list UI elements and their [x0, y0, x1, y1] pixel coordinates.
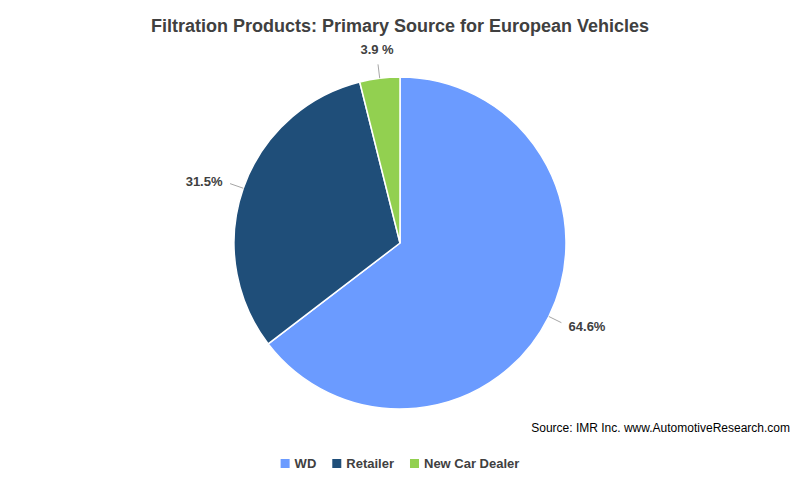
- slice: [360, 77, 400, 243]
- data-label: 64.6%: [569, 319, 606, 334]
- pie: [234, 77, 566, 409]
- data-label: 3.9 %: [360, 42, 394, 57]
- leader-line: [549, 316, 562, 322]
- chart: Filtration Products: Primary Source for …: [0, 0, 800, 484]
- data-labels: 64.6% 31.5% 3.9 %: [186, 42, 606, 334]
- legend-item: WD: [281, 456, 317, 471]
- legend-swatch: [410, 459, 419, 468]
- title: Filtration Products: Primary Source for …: [151, 16, 649, 36]
- legend-label: New Car Dealer: [424, 456, 519, 471]
- legend-label: WD: [295, 456, 317, 471]
- legend-item: Retailer: [332, 456, 394, 471]
- source-note: Source: IMR Inc. www.AutomotiveResearch.…: [531, 421, 790, 435]
- leader-line: [378, 64, 380, 78]
- legend-item: New Car Dealer: [410, 456, 519, 471]
- legend-swatch: [332, 459, 341, 468]
- data-label: 31.5%: [186, 174, 223, 189]
- leader-line: [230, 184, 243, 189]
- legend-swatch: [281, 459, 290, 468]
- legend-label: Retailer: [346, 456, 394, 471]
- legend: WD Retailer New Car Dealer: [281, 456, 520, 471]
